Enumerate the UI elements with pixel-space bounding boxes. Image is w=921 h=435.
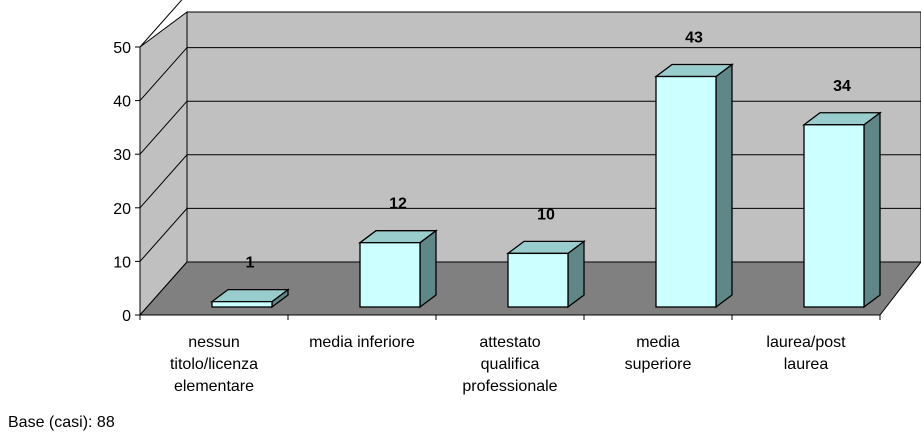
y-tick-label: 0 [122,308,131,325]
bar [358,229,438,309]
y-tick-label: 40 [113,94,131,111]
category-label: laurea/post laurea [766,334,846,373]
y-tick-label: 30 [113,147,131,164]
bar [210,288,290,309]
bar [654,63,734,309]
data-label: 43 [685,30,703,47]
y-tick-label: 50 [113,40,131,57]
data-label: 34 [833,78,851,95]
footnote: Base (casi): 88 [8,414,115,431]
bars [210,63,882,309]
category-label: nessun titolo/licenza elementare [170,334,258,395]
category-label: attestato qualifica professionale [462,334,557,395]
bar-front [507,252,569,308]
bar-front [803,124,865,308]
y-axis: 0 10 20 30 40 50 [113,40,881,325]
category-label: media superiore [625,334,692,373]
data-label: 1 [246,255,255,272]
data-label: 12 [389,196,407,213]
data-label: 10 [537,206,555,223]
bar-front [359,242,421,308]
data-labels: 1 12 10 43 34 [246,30,851,272]
y-tick-label: 10 [113,254,131,271]
bar-side [715,63,733,309]
bar-front [655,75,717,308]
gridline [139,0,183,48]
bar [506,240,586,309]
category-label: media inferiore [309,334,415,351]
gridline [139,47,921,101]
y-tick-label: 20 [113,201,131,218]
bar-front [211,300,273,308]
bar [802,111,882,309]
bar-side [419,229,437,309]
category-labels: nessun titolo/licenza elementare media infe… [170,334,846,395]
bar-side [863,111,881,309]
